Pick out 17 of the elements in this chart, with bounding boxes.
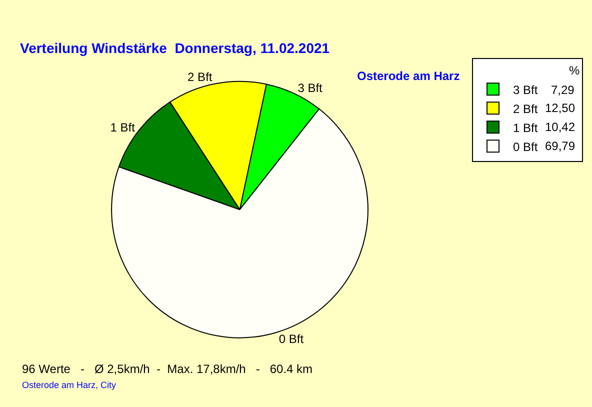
chart-title: Verteilung Windstärke Donnerstag, 11.02.2021 xyxy=(20,40,330,56)
legend-title: % xyxy=(476,64,580,78)
slice-label: 2 Bft xyxy=(188,70,213,84)
legend-label: 2 Bft xyxy=(513,102,538,116)
data-label: 69,79 xyxy=(545,139,576,153)
legend-label: 1 Bft xyxy=(513,120,538,135)
data-label: 7,29 xyxy=(551,83,575,97)
text: Osterode am Harz, City xyxy=(22,380,117,390)
data-label: 10,42 xyxy=(545,120,576,134)
slice-label: 1 Bft xyxy=(110,120,136,135)
text: 96 Werte - Ø 2,5km/h - Max. 17,8km/h - 60.4 km xyxy=(22,362,313,376)
legend-label: 0 Bft xyxy=(513,140,538,154)
slice-label: 3 Bft xyxy=(298,80,324,95)
data-label: 12,50 xyxy=(545,101,576,115)
legend-label: 3 Bft xyxy=(513,82,538,97)
slice-label: 0 Bft xyxy=(278,332,304,346)
text: Osterode am Harz xyxy=(357,69,460,83)
